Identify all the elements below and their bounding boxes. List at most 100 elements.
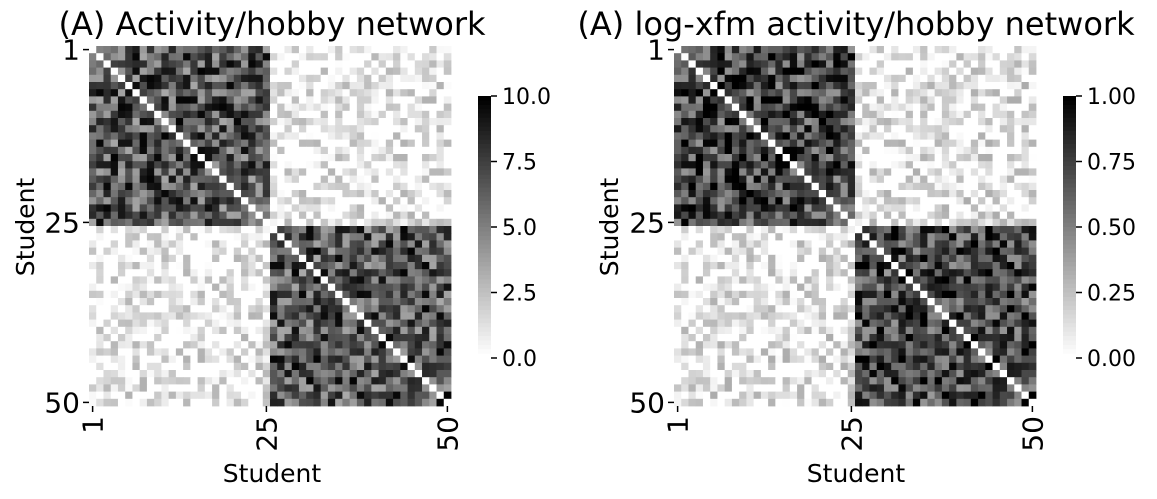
heatmap-cell <box>335 269 343 277</box>
heatmap-cell <box>436 125 445 133</box>
heatmap-cell <box>768 240 776 248</box>
heatmap-cell <box>393 110 401 119</box>
heatmap-cell <box>710 377 718 385</box>
heatmap-cell <box>912 118 921 126</box>
heatmap-cell <box>378 247 387 256</box>
heatmap-cell <box>898 348 907 356</box>
heatmap-cell <box>125 82 133 90</box>
heatmap-cell <box>956 247 964 256</box>
heatmap-cell <box>898 233 907 241</box>
heatmap-cell <box>197 384 206 392</box>
heatmap-cell <box>949 154 957 162</box>
heatmap-cell <box>840 370 849 378</box>
heatmap-cell <box>753 319 762 328</box>
heatmap-cell <box>154 132 162 140</box>
heatmap-cell <box>681 46 689 54</box>
heatmap-cell <box>833 60 841 68</box>
heatmap-cell <box>313 67 322 76</box>
heatmap-cell <box>681 182 689 191</box>
heatmap-cell <box>1007 283 1015 292</box>
heatmap-cell <box>927 118 936 126</box>
heatmap-cell <box>349 355 358 364</box>
heatmap-cell <box>840 74 849 83</box>
colorbar-segment <box>478 353 491 359</box>
heatmap-cell <box>255 240 264 248</box>
heatmap-cell <box>110 298 119 306</box>
heatmap-cell <box>349 240 358 248</box>
heatmap-cell <box>847 110 856 119</box>
heatmap-cell <box>992 319 1001 328</box>
heatmap-cell <box>313 269 322 277</box>
heatmap-cell <box>219 60 227 68</box>
heatmap-cell <box>876 74 885 83</box>
heatmap-cell <box>927 211 936 220</box>
colorbar-segment <box>478 174 491 180</box>
heatmap-cell <box>804 154 812 162</box>
heatmap-cell <box>284 326 293 335</box>
heatmap-cell <box>175 283 184 292</box>
heatmap-cell <box>999 146 1008 155</box>
heatmap-cell <box>270 233 278 241</box>
heatmap-cell <box>255 96 264 104</box>
heatmap-cell <box>241 398 249 407</box>
heatmap-cell <box>1021 262 1030 270</box>
heatmap-cell <box>949 334 957 342</box>
heatmap-cell <box>241 197 249 205</box>
heatmap-cell <box>724 46 733 54</box>
heatmap-cell <box>927 74 936 83</box>
heatmap-cell <box>710 269 718 277</box>
heatmap-cell <box>183 377 191 385</box>
heatmap-cell <box>804 125 812 133</box>
heatmap-cell <box>927 334 936 342</box>
heatmap-cell <box>233 161 242 169</box>
heatmap-cell <box>378 341 387 349</box>
heatmap-cell <box>154 247 162 256</box>
heatmap-cell <box>248 298 256 306</box>
heatmap-cell <box>760 362 769 371</box>
heatmap-cell <box>898 290 907 299</box>
heatmap-cell <box>811 154 820 162</box>
heatmap-cell <box>934 197 943 205</box>
heatmap-cell <box>920 118 928 126</box>
heatmap-cell <box>277 247 285 256</box>
heatmap-cell <box>1007 298 1015 306</box>
heatmap-cell <box>927 132 936 140</box>
heatmap-cell <box>233 182 242 191</box>
heatmap-cell <box>371 391 379 400</box>
heatmap-cell <box>1007 262 1015 270</box>
heatmap-cell <box>970 175 979 184</box>
heatmap-cell <box>320 326 329 335</box>
heatmap-cell <box>117 362 126 371</box>
heatmap-cell <box>826 240 834 248</box>
heatmap-cell <box>436 348 445 356</box>
heatmap-cell <box>862 262 870 270</box>
heatmap-cell <box>161 269 170 277</box>
heatmap-cell <box>934 204 943 212</box>
heatmap-cell <box>826 110 834 119</box>
heatmap-cell <box>183 53 191 61</box>
heatmap-cell <box>241 355 249 364</box>
heatmap-cell <box>710 312 718 320</box>
heatmap-cell <box>219 312 227 320</box>
heatmap-cell <box>342 391 351 400</box>
heatmap-cell <box>782 182 791 191</box>
heatmap-cell <box>96 125 104 133</box>
heatmap-cell <box>927 175 936 184</box>
heatmap-cell <box>255 211 264 220</box>
heatmap-cell <box>1028 298 1037 306</box>
heatmap-cell <box>204 370 213 378</box>
heatmap-cell <box>110 269 119 277</box>
heatmap-cell <box>760 334 769 342</box>
heatmap-cell <box>963 154 972 162</box>
heatmap-cell <box>702 154 711 162</box>
heatmap-cell <box>139 276 148 284</box>
heatmap-cell <box>132 226 141 234</box>
heatmap-cell <box>248 67 256 76</box>
heatmap-cell <box>912 384 921 392</box>
heatmap-cell <box>804 341 812 349</box>
heatmap-cell <box>674 276 682 284</box>
heatmap-cell <box>949 211 957 220</box>
heatmap-cell <box>956 197 964 205</box>
heatmap-cell <box>891 377 899 385</box>
colorbar-segment <box>478 213 491 219</box>
